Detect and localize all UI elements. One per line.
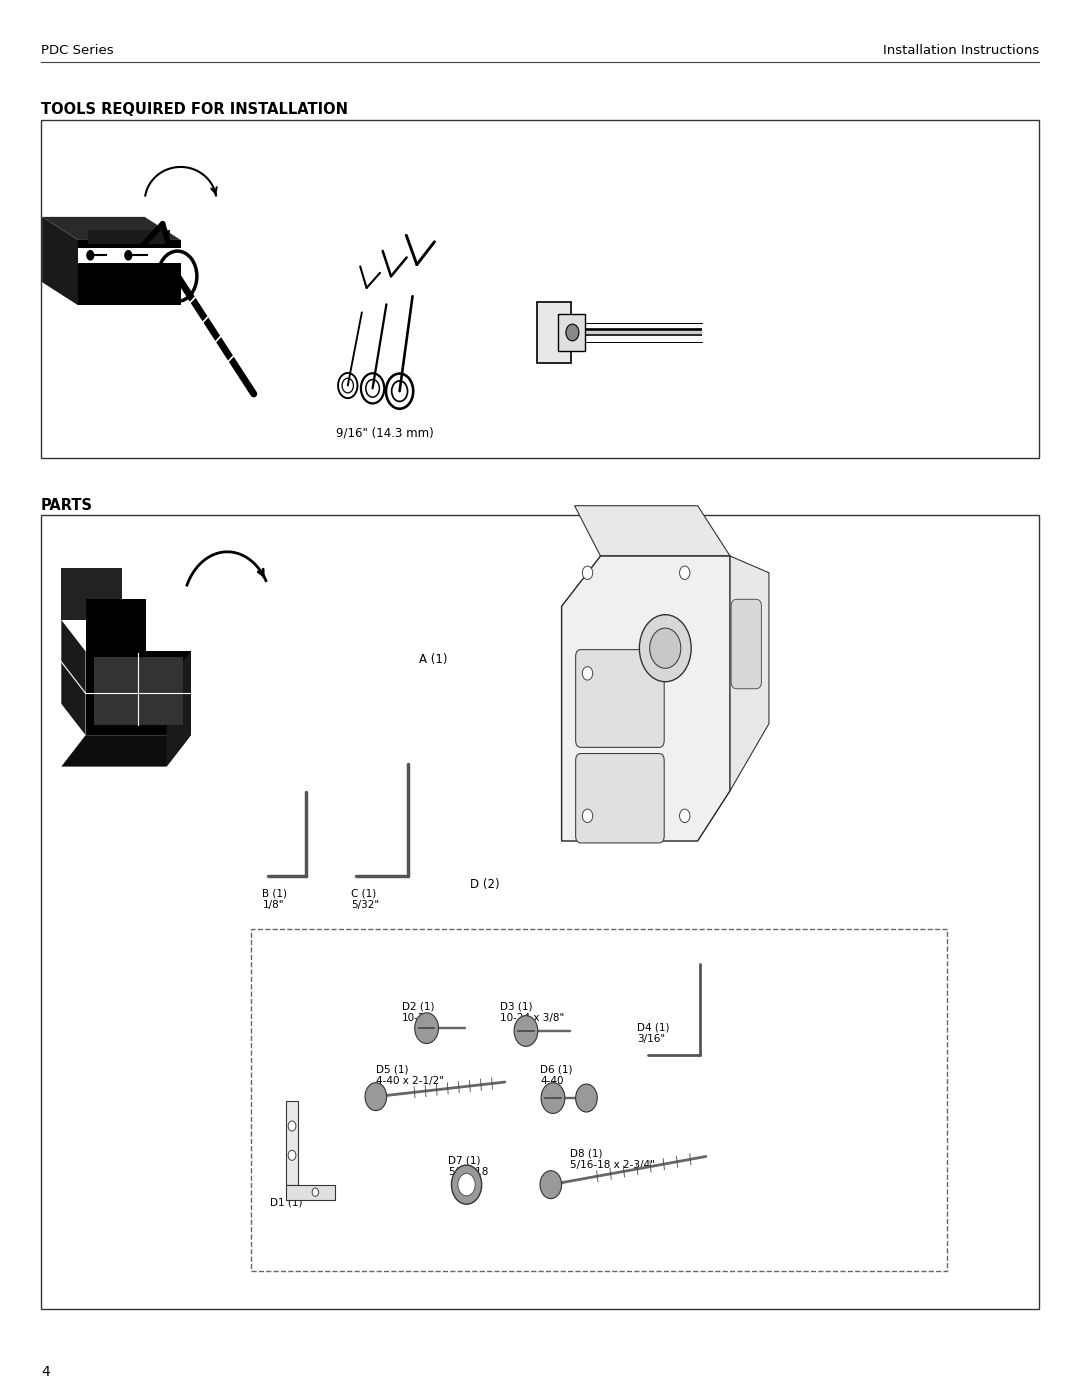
Bar — [41, 515, 1039, 1309]
Circle shape — [639, 615, 691, 682]
Polygon shape — [730, 556, 769, 791]
Text: Installation Instructions: Installation Instructions — [882, 45, 1039, 57]
Polygon shape — [286, 1185, 335, 1200]
Circle shape — [576, 1084, 597, 1112]
Polygon shape — [78, 240, 180, 306]
Circle shape — [650, 629, 680, 668]
Text: D (2): D (2) — [470, 877, 499, 891]
Polygon shape — [62, 735, 191, 767]
Circle shape — [458, 1173, 475, 1196]
Polygon shape — [94, 657, 183, 725]
Polygon shape — [85, 599, 147, 651]
Circle shape — [451, 1165, 482, 1204]
Text: A (1): A (1) — [419, 652, 447, 666]
Polygon shape — [89, 231, 171, 244]
Text: B (1)
1/8": B (1) 1/8" — [262, 888, 287, 909]
Circle shape — [124, 250, 133, 261]
Text: D6 (1)
4-40: D6 (1) 4-40 — [540, 1065, 572, 1085]
Polygon shape — [78, 247, 180, 263]
Text: D3 (1)
10-24 x 3/8": D3 (1) 10-24 x 3/8" — [500, 1002, 564, 1023]
Bar — [558, 314, 585, 351]
Text: PDC Series: PDC Series — [41, 45, 113, 57]
Circle shape — [540, 1171, 562, 1199]
Text: D1 (1): D1 (1) — [270, 1197, 302, 1207]
Text: D5 (1)
4-40 x 2-1/2": D5 (1) 4-40 x 2-1/2" — [376, 1065, 444, 1085]
Polygon shape — [166, 651, 191, 767]
Text: C (1)
5/32": C (1) 5/32" — [351, 888, 379, 909]
Bar — [537, 302, 571, 363]
FancyBboxPatch shape — [576, 753, 664, 842]
Text: D7 (1)
5/16-18: D7 (1) 5/16-18 — [448, 1155, 488, 1176]
Polygon shape — [62, 567, 122, 620]
Polygon shape — [42, 217, 78, 306]
Text: D2 (1)
10-24: D2 (1) 10-24 — [402, 1002, 434, 1023]
Polygon shape — [85, 651, 191, 735]
Circle shape — [365, 1083, 387, 1111]
Text: 9/16" (14.3 mm): 9/16" (14.3 mm) — [336, 426, 433, 439]
Text: TOOLS REQUIRED FOR INSTALLATION: TOOLS REQUIRED FOR INSTALLATION — [41, 102, 348, 117]
Bar — [251, 929, 947, 1271]
Circle shape — [679, 809, 690, 823]
Circle shape — [679, 566, 690, 580]
Circle shape — [541, 1083, 565, 1113]
FancyBboxPatch shape — [576, 650, 664, 747]
Text: 4: 4 — [41, 1365, 50, 1379]
Polygon shape — [62, 620, 85, 735]
Polygon shape — [42, 217, 180, 240]
Circle shape — [288, 1120, 296, 1132]
Circle shape — [514, 1016, 538, 1046]
Text: PARTS: PARTS — [41, 497, 93, 513]
Circle shape — [86, 250, 94, 261]
Circle shape — [582, 809, 593, 823]
Circle shape — [582, 666, 593, 680]
Circle shape — [566, 324, 579, 341]
Circle shape — [288, 1150, 296, 1161]
Polygon shape — [575, 506, 730, 556]
Text: D8 (1)
5/16-18 x 2-3/4": D8 (1) 5/16-18 x 2-3/4" — [570, 1148, 656, 1169]
Text: D4 (1)
3/16": D4 (1) 3/16" — [637, 1023, 670, 1044]
Bar — [41, 120, 1039, 458]
Circle shape — [582, 566, 593, 580]
Polygon shape — [286, 1101, 298, 1185]
Circle shape — [312, 1187, 319, 1196]
FancyBboxPatch shape — [731, 599, 761, 689]
Circle shape — [415, 1013, 438, 1044]
Polygon shape — [562, 556, 730, 841]
